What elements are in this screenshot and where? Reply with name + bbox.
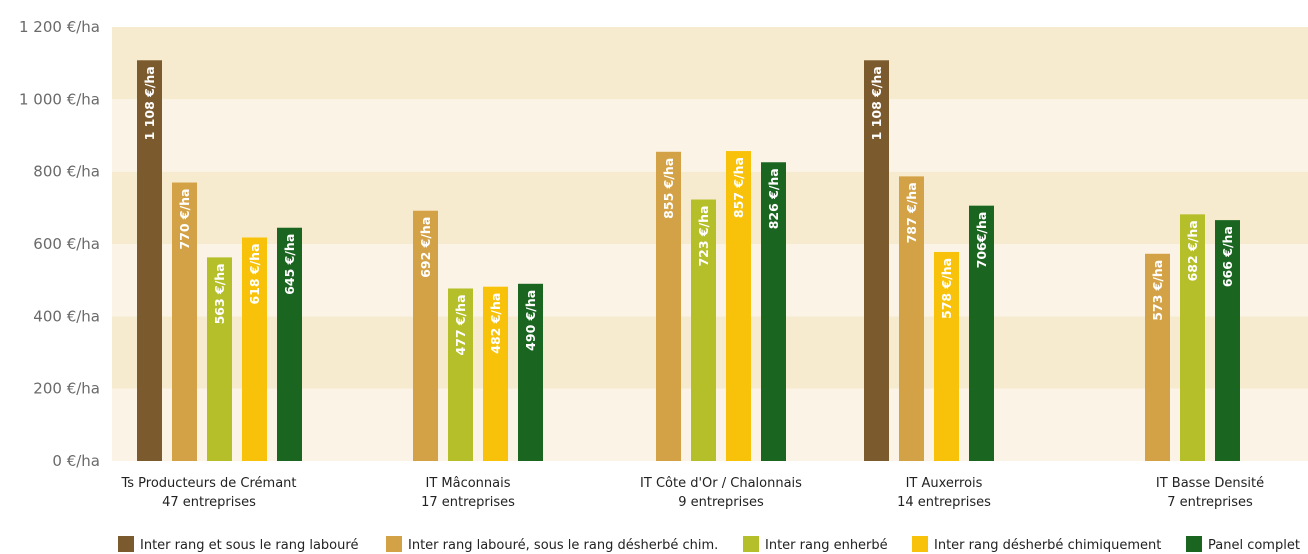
bar [242, 237, 267, 461]
bar [172, 182, 197, 461]
y-tick-label: 800 €/ha [33, 163, 100, 181]
y-tick-label: 1 000 €/ha [19, 90, 100, 108]
bar [864, 60, 889, 461]
bar [899, 176, 924, 461]
legend-swatch [1186, 536, 1202, 552]
bar-value-label: 1 108 €/ha [142, 66, 157, 140]
category-sublabel: 9 entreprises [678, 495, 764, 510]
bar [691, 199, 716, 461]
y-tick-label: 1 200 €/ha [19, 18, 100, 36]
y-tick-label: 400 €/ha [33, 307, 100, 325]
bar [483, 286, 508, 461]
x-axis-categories: Ts Producteurs de Crémant 47 entreprises I… [120, 476, 1264, 510]
y-tick-label: 600 €/ha [33, 235, 100, 253]
category-sublabel: 17 entreprises [421, 495, 515, 510]
bar-value-label: 855 €/ha [661, 158, 676, 219]
bar-value-label: 482 €/ha [488, 293, 503, 354]
category-label: IT Côte d'Or / Chalonnais [640, 476, 802, 491]
grid-band [112, 99, 1308, 172]
category-label: IT Auxerrois [906, 476, 983, 491]
bar [761, 162, 786, 461]
bar-value-label: 857 €/ha [731, 157, 746, 218]
bar [413, 210, 438, 461]
bar-value-label: 682 €/ha [1185, 220, 1200, 281]
y-axis-ticks: 0 €/ha 200 €/ha 400 €/ha 600 €/ha 800 €/ha 1 … [19, 18, 100, 470]
bar [726, 151, 751, 461]
bar [934, 251, 959, 461]
legend-swatch [912, 536, 928, 552]
bar-value-label: 1 108 €/ha [869, 66, 884, 140]
bar [1145, 253, 1170, 461]
y-tick-label: 200 €/ha [33, 380, 100, 398]
legend: Inter rang et sous le rang labouré Inter … [118, 536, 1300, 553]
bar [969, 205, 994, 461]
category-label: Ts Producteurs de Crémant [120, 476, 296, 491]
bar [1215, 220, 1240, 461]
bar-value-label: 563 €/ha [212, 263, 227, 324]
legend-swatch [743, 536, 759, 552]
bar [518, 283, 543, 461]
bar [656, 151, 681, 461]
category-label: IT Mâconnais [425, 476, 510, 491]
legend-swatch [118, 536, 134, 552]
category-sublabel: 47 entreprises [162, 495, 256, 510]
legend-label: Panel complet [1208, 538, 1300, 553]
bar [137, 60, 162, 461]
bar [1180, 214, 1205, 461]
bar-value-label: 706€/ha [974, 212, 989, 269]
category-label: IT Basse Densité [1156, 476, 1264, 491]
legend-swatch [386, 536, 402, 552]
bar-value-label: 770 €/ha [177, 189, 192, 250]
bar-value-label: 578 €/ha [939, 258, 954, 319]
category-sublabel: 14 entreprises [897, 495, 991, 510]
legend-label: Inter rang labouré, sous le rang désherb… [408, 538, 718, 553]
bar [277, 227, 302, 461]
bar-value-label: 787 €/ha [904, 182, 919, 243]
legend-label: Inter rang et sous le rang labouré [140, 538, 358, 553]
bar [207, 257, 232, 461]
legend-label: Inter rang enherbé [765, 538, 888, 553]
bar [448, 288, 473, 461]
grid-band [112, 27, 1308, 100]
bar-value-label: 490 €/ha [523, 290, 538, 351]
bar-value-label: 692 €/ha [418, 217, 433, 278]
bar-value-label: 573 €/ha [1150, 260, 1165, 321]
bar-value-label: 723 €/ha [696, 206, 711, 267]
bar-value-label: 645 €/ha [282, 234, 297, 295]
background-bands [112, 27, 1308, 461]
bar-value-label: 666 €/ha [1220, 226, 1235, 287]
bar-value-label: 618 €/ha [247, 243, 262, 304]
category-sublabel: 7 entreprises [1167, 495, 1253, 510]
y-tick-label: 0 €/ha [52, 452, 100, 470]
legend-label: Inter rang désherbé chimiquement [934, 538, 1161, 553]
bar-value-label: 826 €/ha [766, 168, 781, 229]
bars: 1 108 €/ha 770 €/ha 563 €/ha 618 €/ha 645 €/… [137, 60, 1240, 461]
bar-value-label: 477 €/ha [453, 294, 468, 355]
